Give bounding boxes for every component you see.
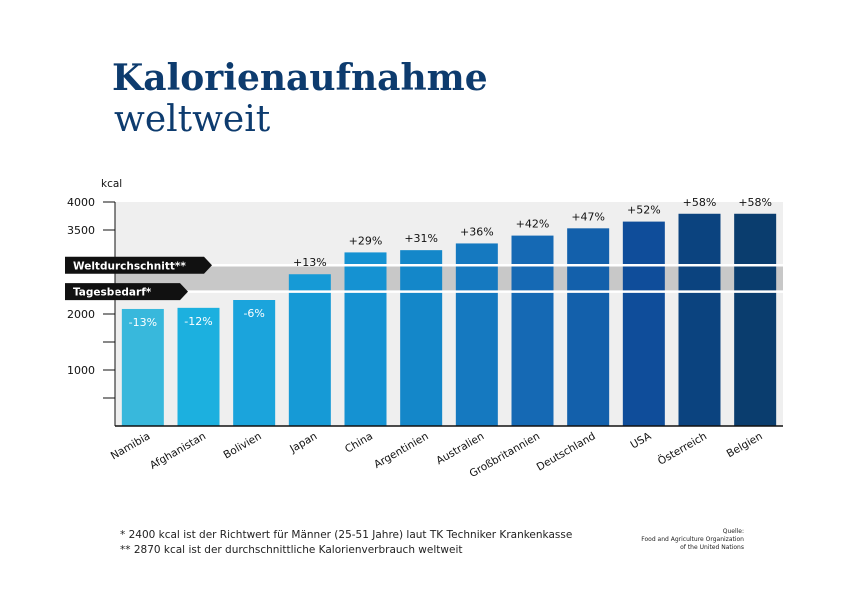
plot-background	[115, 202, 783, 426]
chart-subtitle: weltweit	[114, 99, 271, 140]
y-axis-label: kcal	[101, 178, 122, 190]
bar-2	[233, 300, 276, 426]
data-label-3: +13%	[293, 256, 327, 269]
bar-4	[344, 252, 387, 426]
x-tick-label-9: USA	[629, 430, 655, 452]
bar-8	[567, 228, 610, 426]
reference-label-1: Tagesbedarf*	[73, 287, 152, 299]
reference-tag-0	[65, 256, 212, 274]
y-tick-label-3500: 3500	[67, 224, 95, 237]
bar-6	[455, 243, 498, 426]
x-tick-label-5: Argentinien	[372, 430, 431, 471]
reference-tag-1	[65, 283, 188, 301]
footnotes: * 2400 kcal ist der Richtwert für Männer…	[120, 528, 572, 558]
bar-1	[177, 307, 220, 426]
y-tick-label-4000: 4000	[67, 196, 95, 209]
data-label-6: +36%	[460, 225, 494, 238]
reference-band	[115, 265, 783, 292]
y-tick-label-1000: 1000	[67, 364, 95, 377]
source-label: Quelle:	[722, 528, 744, 535]
bar-11	[734, 213, 777, 426]
reference-label-0: Weltdurchschnitt**	[73, 260, 186, 272]
y-tick-label-2000: 2000	[67, 308, 95, 321]
x-tick-label-10: Österreich	[655, 429, 709, 467]
bar-10	[678, 213, 721, 426]
x-tick-label-3: Japan	[287, 430, 319, 456]
bar-9	[622, 221, 665, 426]
x-tick-label-1: Afghanistan	[148, 430, 208, 472]
data-label-0: -13%	[129, 316, 157, 329]
bar-3	[288, 274, 331, 426]
x-tick-label-8: Deutschland	[535, 430, 598, 473]
bar-7	[511, 235, 554, 426]
chart-title: Kalorienaufnahme	[112, 57, 488, 99]
data-label-11: +58%	[738, 196, 772, 209]
x-tick-label-11: Belgien	[725, 430, 765, 460]
data-label-2: -6%	[243, 307, 264, 320]
footnote-tagesbedarf: * 2400 kcal ist der Richtwert für Männer…	[120, 529, 573, 541]
x-tick-label-0: Namibia	[109, 430, 153, 462]
data-label-4: +29%	[349, 234, 383, 247]
data-label-1: -12%	[184, 315, 212, 328]
source-line-1: Food and Agriculture Organization	[641, 536, 744, 543]
data-label-5: +31%	[404, 232, 438, 245]
source-line-2: of the United Nations	[680, 544, 744, 551]
footnote-weltdurchschnitt: ** 2870 kcal ist der durchschnittliche K…	[120, 544, 463, 556]
bar-0	[121, 308, 164, 426]
data-label-10: +58%	[683, 196, 717, 209]
data-label-8: +47%	[571, 210, 605, 223]
bar-5	[400, 250, 443, 426]
source-note: Quelle: Food and Agriculture Organizatio…	[641, 528, 744, 552]
x-tick-label-4: China	[343, 430, 375, 455]
x-tick-label-2: Bolivien	[222, 430, 264, 461]
data-label-9: +52%	[627, 204, 661, 217]
data-label-7: +42%	[516, 218, 550, 231]
x-tick-label-6: Australien	[434, 430, 486, 467]
